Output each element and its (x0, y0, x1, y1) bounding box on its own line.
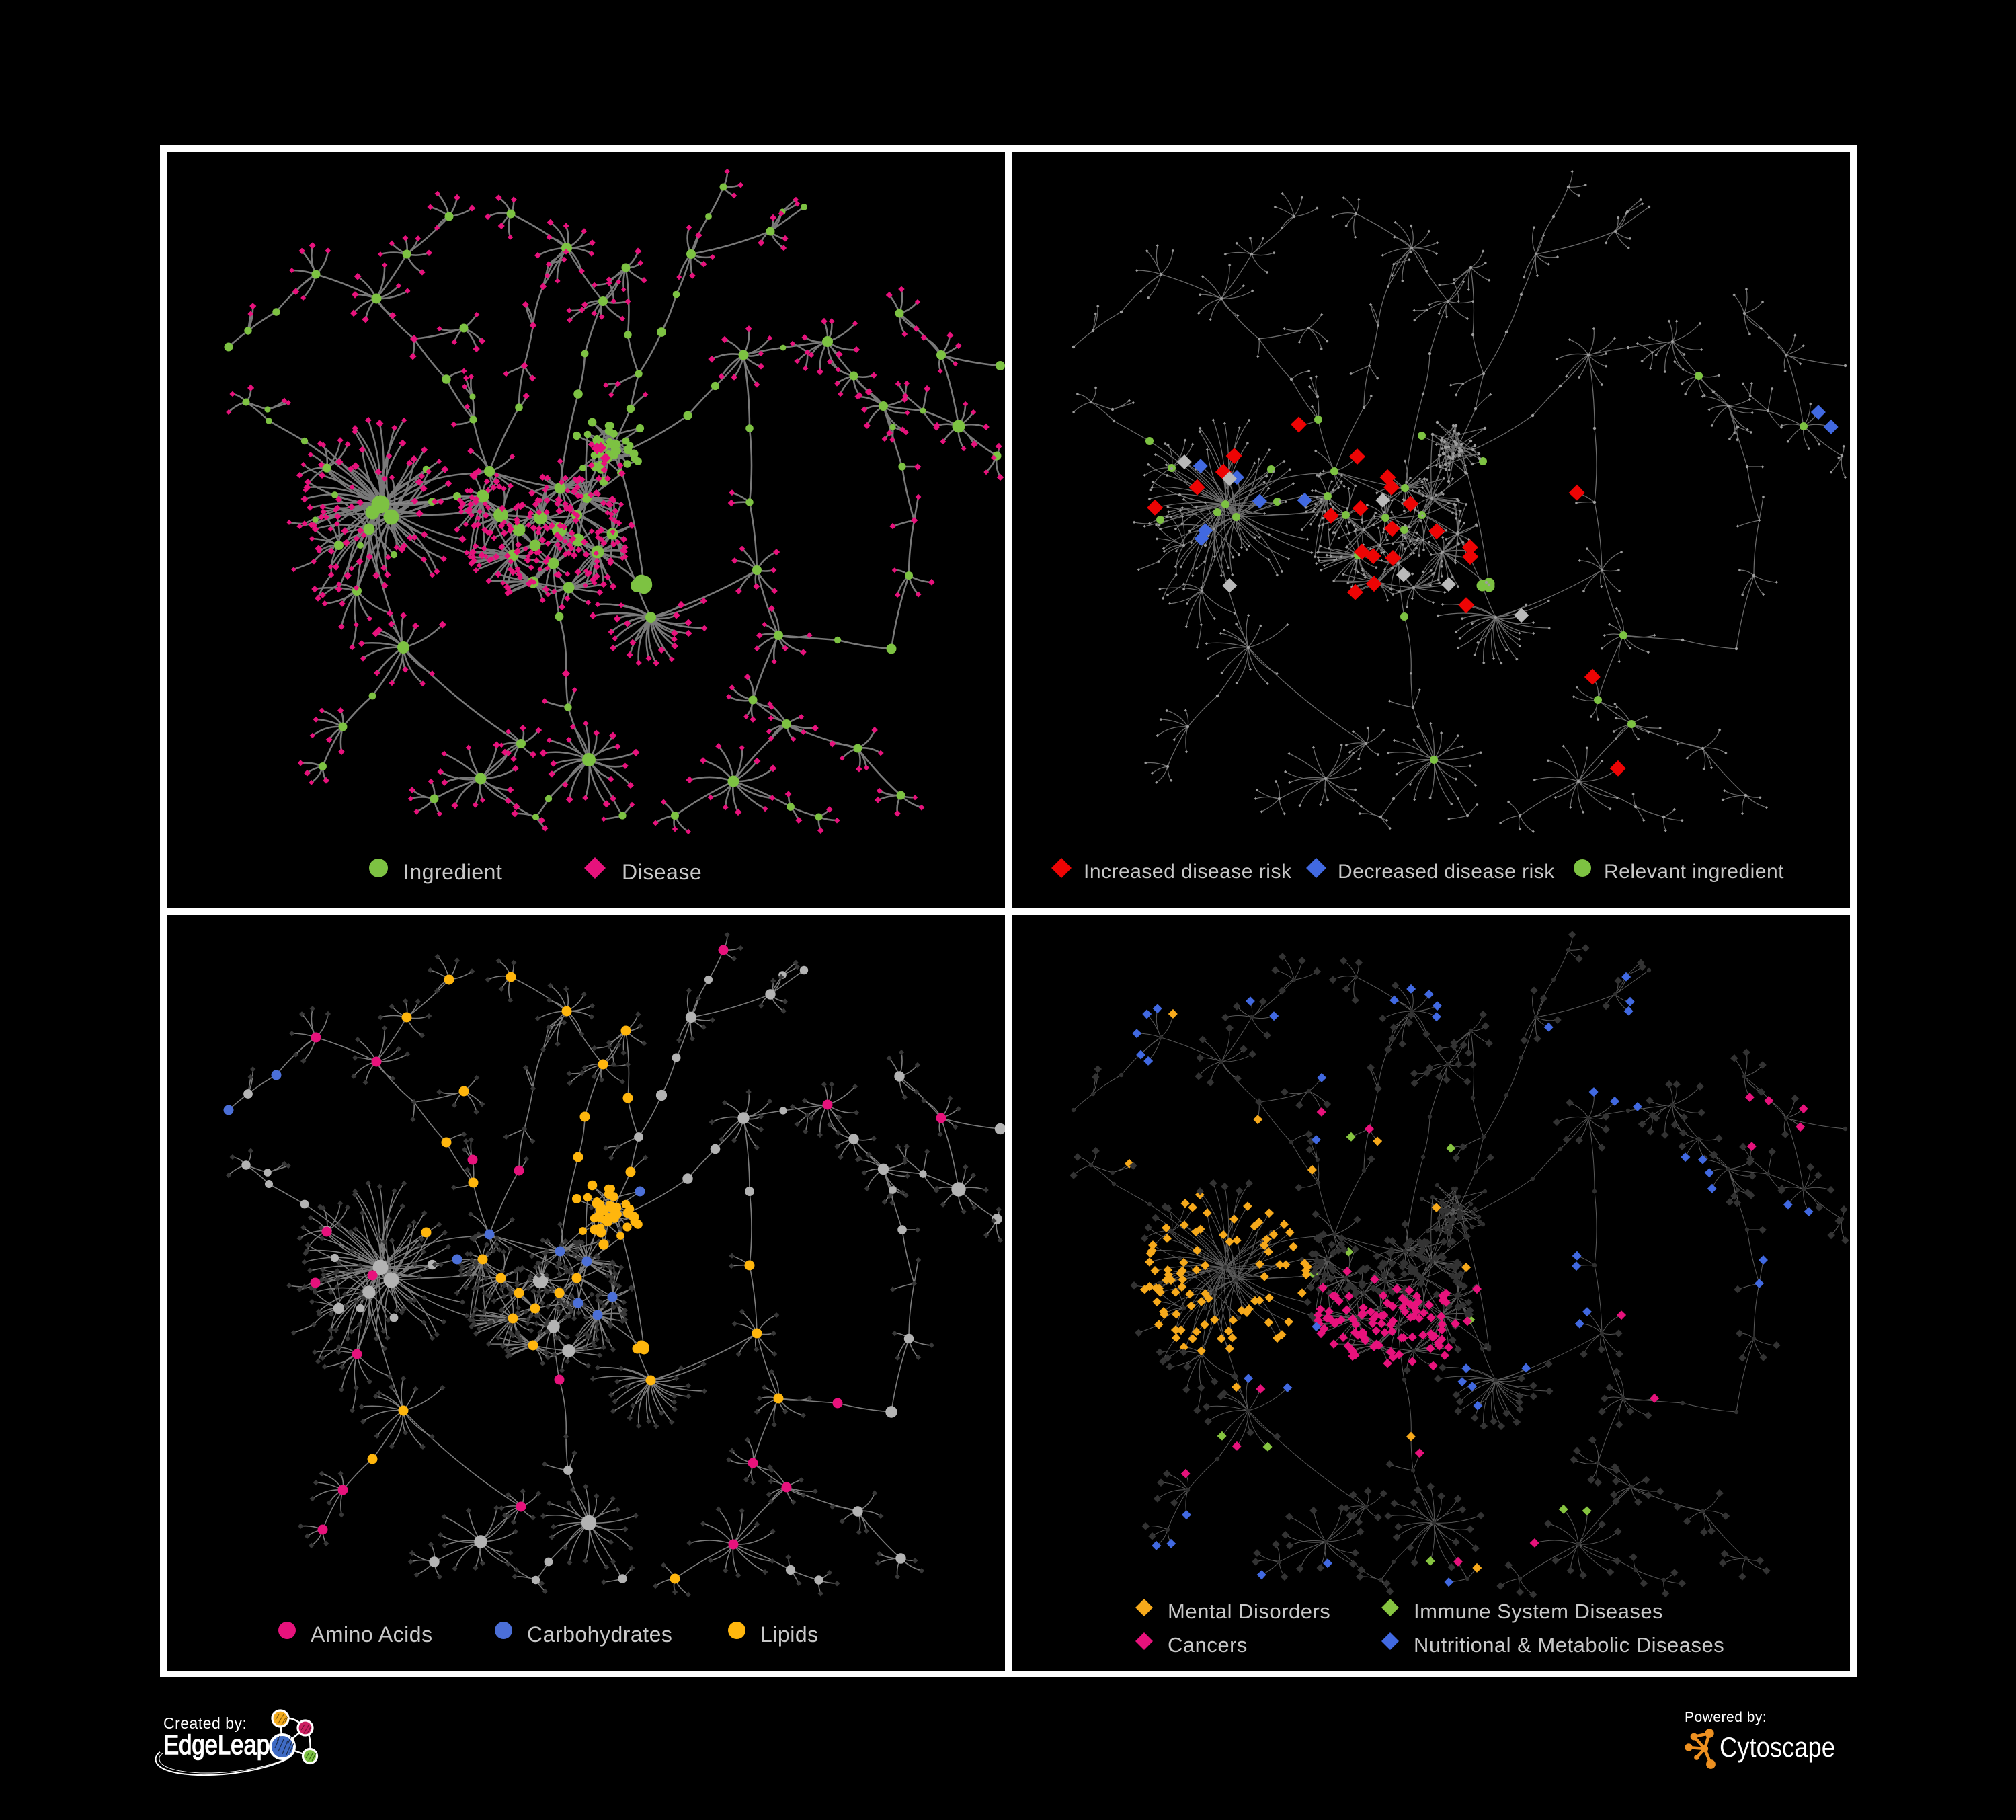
svg-text:Cytoscape: Cytoscape (1720, 1731, 1835, 1763)
svg-text:EdgeLeap: EdgeLeap (163, 1729, 270, 1760)
